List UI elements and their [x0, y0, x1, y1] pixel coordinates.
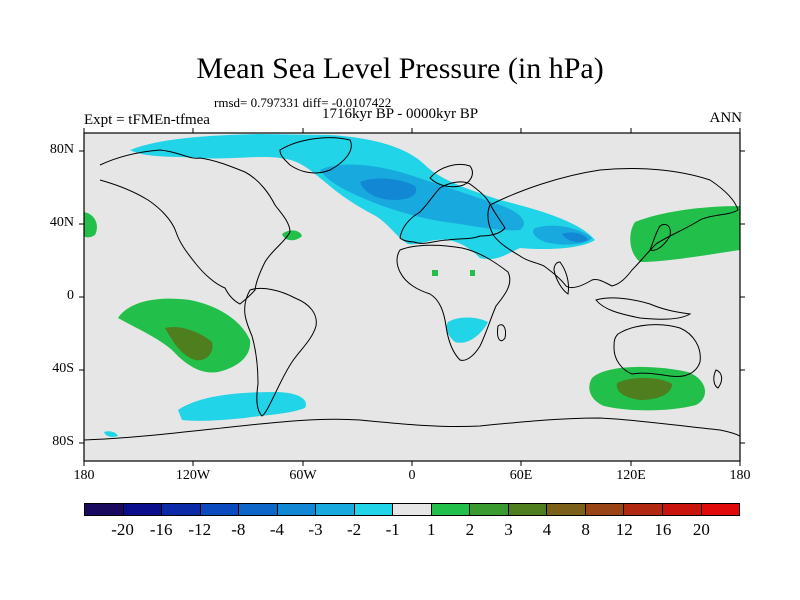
- lat-label-40n: 40N: [49, 215, 74, 230]
- anomaly-west-pacific-cyan: [104, 431, 118, 437]
- anomaly-fields: [84, 134, 740, 437]
- colorbar-segment: [662, 504, 702, 515]
- colorbar-label: -4: [269, 520, 285, 539]
- colorbar-label: -16: [149, 520, 173, 539]
- colorbar: [84, 503, 740, 516]
- colorbar-label: 3: [504, 520, 513, 539]
- anomaly-south-indian-olive: [616, 377, 672, 400]
- anomaly-central-asia-blue: [562, 232, 588, 243]
- colorbar-label: -1: [385, 520, 400, 539]
- anomaly-north-pacific-green: [630, 206, 740, 262]
- colorbar-label: 8: [581, 520, 590, 539]
- colorbar-segment: [239, 504, 278, 515]
- coast-india: [553, 261, 569, 295]
- anomaly-north-pacific-west-green: [84, 212, 97, 238]
- lon-label-60w: 60W: [289, 468, 317, 483]
- colorbar-label: -3: [308, 520, 323, 539]
- colorbar-label: -12: [188, 520, 212, 539]
- colorbar-segment: [354, 504, 394, 515]
- anomaly-africa-cyan: [446, 317, 488, 343]
- colorbar-segment: [277, 504, 317, 515]
- colorbar-label: 1: [427, 520, 436, 539]
- coast-japan: [649, 223, 671, 251]
- experiment-label: Expt = tFMEn-tfmea: [84, 112, 210, 128]
- season-label: ANN: [709, 110, 743, 126]
- colorbar-label: 16: [654, 520, 672, 539]
- anomaly-south-pacific-olive: [165, 326, 213, 361]
- anomaly-south-atlantic-cyan: [178, 392, 306, 421]
- colorbar-segment: [85, 504, 124, 515]
- colorbar-segment: [316, 504, 355, 515]
- lon-label-180e: 180: [729, 468, 751, 483]
- axis-ticks: [79, 128, 745, 466]
- coast-antarctica: [84, 417, 740, 441]
- colorbar-segment: [200, 504, 240, 515]
- coast-scandinavia: [429, 164, 473, 188]
- lat-label-40s: 40S: [52, 361, 74, 376]
- anomaly-atlantic-small-green: [282, 230, 302, 241]
- colorbar-label: -8: [231, 520, 246, 539]
- lon-label-60e: 60E: [509, 468, 533, 483]
- lat-label-0: 0: [67, 288, 74, 303]
- anomaly-sahara-green-1: [432, 270, 438, 276]
- colorbar-segment: [123, 504, 163, 515]
- colorbar-label: 4: [542, 520, 552, 539]
- coast-africa: [396, 244, 511, 361]
- lon-label-0: 0: [408, 468, 416, 483]
- coast-europe: [399, 181, 506, 244]
- colorbar-segment: [162, 504, 201, 515]
- stats-text: rmsd= 0.797331 diff= -0.0107422: [214, 95, 392, 110]
- coast-indonesia: [595, 297, 692, 320]
- colorbar-label: 2: [465, 520, 475, 539]
- lon-label-120w: 120W: [175, 468, 211, 483]
- lat-label-80s: 80S: [52, 434, 74, 449]
- chart-title: Mean Sea Level Pressure (in hPa): [196, 52, 604, 85]
- anomaly-iceland-blue: [360, 178, 417, 200]
- colorbar-segment: [431, 504, 471, 515]
- coastlines: [84, 137, 740, 441]
- lat-label-80n: 80N: [49, 142, 74, 157]
- coast-asia: [487, 167, 739, 289]
- colorbar-segment: [624, 504, 663, 515]
- colorbar-label: -20: [111, 520, 134, 539]
- coast-madagascar: [497, 324, 506, 342]
- colorbar-segment: [701, 504, 740, 515]
- lon-label-180w: 180: [73, 468, 95, 483]
- colorbar-segment: [585, 504, 625, 515]
- coast-north-america: [99, 149, 291, 305]
- period-text: 1716kyr BP - 0000kyr BP: [322, 106, 479, 122]
- colorbar-segment: [547, 504, 586, 515]
- coast-greenland: [279, 137, 352, 174]
- colorbar-segment: [393, 504, 432, 515]
- colorbar-label: -2: [347, 520, 362, 539]
- colorbar-label: 12: [615, 520, 633, 539]
- colorbar-label: 20: [692, 520, 710, 539]
- colorbar-segment: [508, 504, 548, 515]
- colorbar-segment: [470, 504, 509, 515]
- coast-south-america: [244, 287, 317, 417]
- coast-australia: [613, 324, 701, 377]
- coast-new-zealand: [713, 369, 723, 389]
- anomaly-sahara-green-2: [470, 270, 475, 276]
- lon-label-120e: 120E: [616, 468, 646, 483]
